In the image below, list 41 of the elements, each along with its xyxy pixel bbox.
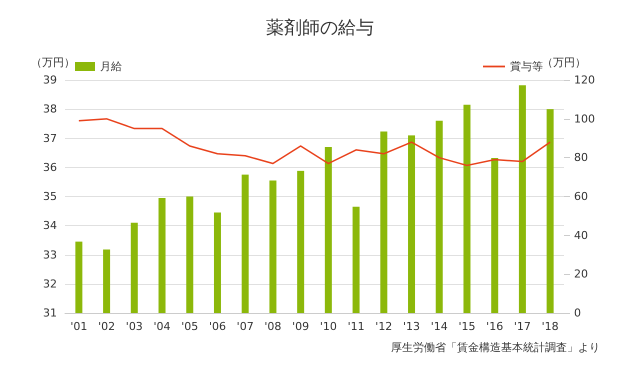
y-tick-label: 31 — [43, 306, 57, 320]
legend-label: 賞与等 — [510, 60, 543, 73]
chart-title: 薬剤師の給与 — [266, 18, 374, 38]
x-tick-label: '07 — [236, 320, 254, 333]
y2-tick-label: 40 — [574, 228, 588, 242]
y2-tick-label: 100 — [574, 112, 595, 126]
legend-label: 月給 — [100, 60, 122, 73]
y2-tick-label: 80 — [574, 151, 588, 164]
x-tick-label: '05 — [181, 320, 198, 333]
x-tick-label: '03 — [126, 320, 143, 333]
x-tick-label: '16 — [486, 320, 504, 333]
y-tick-label: 39 — [43, 74, 57, 86]
x-tick-label: '01 — [70, 320, 88, 333]
y2-tick-label: 60 — [574, 190, 588, 203]
y-tick-label: 38 — [43, 102, 57, 116]
text: 厚生労働省「賃金構造基本統計調査」より — [391, 341, 600, 354]
y2-tick-label: 0 — [574, 306, 581, 320]
x-tick-label: '08 — [264, 320, 282, 333]
y-tick-label: 36 — [43, 160, 57, 174]
x-tick-label: '11 — [348, 320, 365, 333]
line-series — [78, 118, 551, 166]
x-tick-label: '06 — [208, 320, 226, 333]
y2-axis-title: （万円） — [542, 56, 586, 69]
y-tick-label: 35 — [43, 190, 57, 203]
y-tick-label: 33 — [43, 248, 57, 262]
x-tick-label: '13 — [403, 320, 420, 333]
x-tick-label: '04 — [154, 320, 171, 333]
y-tick-label: 34 — [43, 219, 57, 232]
x-tick-label: '14 — [430, 320, 448, 333]
x-tick-label: '18 — [542, 320, 559, 333]
y2-tick-label: 20 — [574, 268, 588, 281]
y2-tick-label: 120 — [574, 74, 595, 86]
x-tick-label: '15 — [458, 320, 476, 333]
x-tick-label: '12 — [375, 320, 392, 333]
y-axis-title: （万円） — [31, 56, 75, 69]
y-tick-label: 37 — [43, 132, 57, 145]
x-tick-label: '17 — [514, 320, 531, 333]
x-tick-label: '02 — [98, 320, 116, 333]
x-tick-label: '09 — [292, 320, 310, 333]
x-tick-label: '10 — [320, 320, 337, 333]
y-tick-label: 32 — [43, 277, 57, 290]
